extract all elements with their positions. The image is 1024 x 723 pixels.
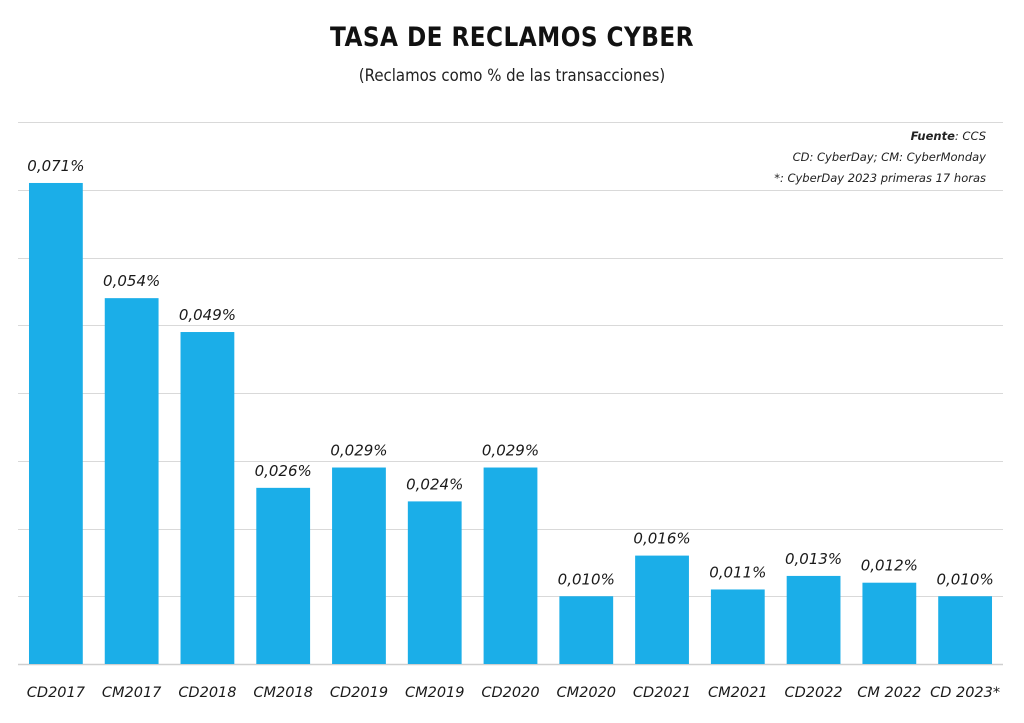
x-tick-label: CM2020 xyxy=(556,685,616,701)
bar xyxy=(710,589,765,664)
footnote: *: CyberDay 2023 primeras 17 horas xyxy=(774,171,986,185)
x-tick-label: CD2021 xyxy=(633,685,691,701)
bar xyxy=(786,575,841,664)
x-tick-label: CM2019 xyxy=(405,685,465,701)
bar xyxy=(28,182,83,664)
bar xyxy=(635,555,689,664)
chart-title: TASA DE RECLAMOS CYBER xyxy=(330,22,694,53)
bar xyxy=(407,501,462,664)
x-tick-label: CD2022 xyxy=(784,685,842,701)
source-value: : CCS xyxy=(954,129,986,143)
x-tick-label: CD2020 xyxy=(481,685,539,701)
x-tick-label: CM2021 xyxy=(708,685,768,701)
data-label: 0,013% xyxy=(785,550,842,568)
data-label: 0,029% xyxy=(482,442,539,460)
bar xyxy=(559,596,614,664)
x-tick-label: CD 2023* xyxy=(930,685,1000,701)
bar xyxy=(938,596,993,664)
bar xyxy=(862,582,917,664)
data-label: 0,016% xyxy=(633,530,690,548)
bar xyxy=(332,467,386,664)
data-label: 0,049% xyxy=(179,306,236,324)
source-label: Fuente xyxy=(910,129,955,143)
data-label: 0,010% xyxy=(937,570,994,588)
bar xyxy=(483,467,538,664)
bar xyxy=(256,487,311,664)
data-label: 0,011% xyxy=(709,563,766,581)
data-label: 0,012% xyxy=(861,557,918,575)
chart-subtitle: (Reclamos como % de las transacciones) xyxy=(358,66,666,86)
chart-notes: Fuente: CCS CD: CyberDay; CM: CyberMonda… xyxy=(774,126,986,189)
x-tick-label: CM2017 xyxy=(102,685,162,701)
data-label: 0,024% xyxy=(406,475,463,493)
x-tick-label: CD2019 xyxy=(330,685,388,701)
bar xyxy=(104,298,159,664)
data-label: 0,010% xyxy=(558,570,615,588)
x-tick-label: CM 2022 xyxy=(857,685,921,701)
data-label: 0,029% xyxy=(330,442,387,460)
source-note: Fuente: CCS xyxy=(774,126,986,147)
data-label: 0,054% xyxy=(103,272,160,290)
bar xyxy=(180,332,235,664)
data-label: 0,026% xyxy=(255,462,312,480)
x-tick-label: CM2018 xyxy=(253,685,313,701)
abbreviation-legend: CD: CyberDay; CM: CyberMonday xyxy=(792,150,986,164)
x-tick-label: CD2018 xyxy=(178,685,236,701)
x-tick-label: CD2017 xyxy=(27,685,86,701)
data-label: 0,071% xyxy=(27,157,84,175)
